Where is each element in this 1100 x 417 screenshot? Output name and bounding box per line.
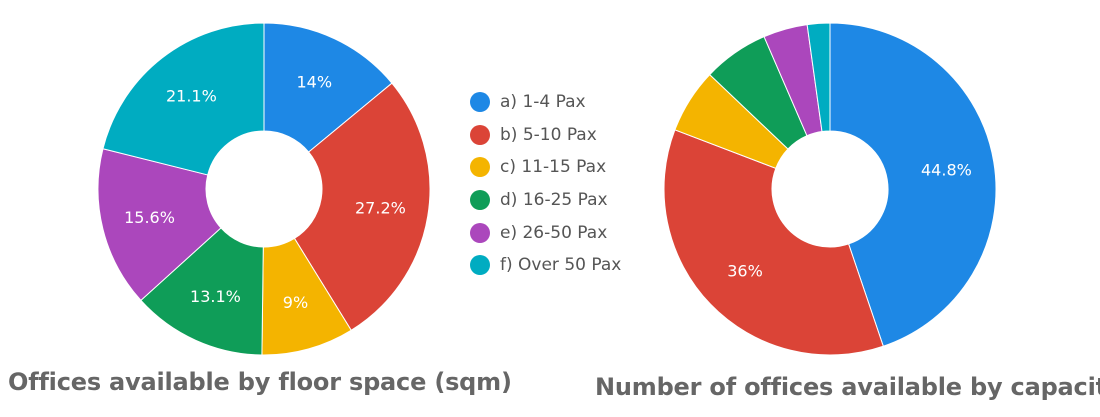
pie-right-slice-5-10-pax	[663, 129, 884, 356]
legend-label-11-15-pax: c) 11-15 Pax	[500, 157, 607, 178]
pie-left-slice-over-50-pax	[102, 22, 265, 176]
pie-right-slice-over-50-pax	[806, 22, 831, 133]
floor-space-donut-chart: 14% 27.2% 9% 13.1% 15.6% 21.1%	[97, 22, 431, 356]
legend-swatch-over-50-pax	[470, 255, 490, 276]
pie-left-slice-26-50-pax	[97, 148, 222, 302]
legend-item-1-4-pax: a) 1-4 Pax	[470, 86, 640, 119]
pie-left-slice-5-10-pax	[293, 82, 431, 331]
pie-left-data-label-over-50-pax: 21.1%	[166, 86, 217, 105]
pie-right-slice-1-4-pax	[829, 22, 997, 347]
legend-label-over-50-pax: f) Over 50 Pax	[500, 255, 622, 276]
pie-left-data-label-11-15-pax: 9%	[283, 293, 308, 312]
legend-item-over-50-pax: f) Over 50 Pax	[470, 249, 640, 282]
legend-swatch-5-10-pax	[470, 124, 490, 145]
legend-swatch-11-15-pax	[470, 157, 490, 178]
pie-left-data-label-1-4-pax: 14%	[296, 73, 332, 92]
legend-label-26-50-pax: e) 26-50 Pax	[500, 222, 608, 243]
pie-left-slice-1-4-pax	[263, 22, 393, 153]
capacity-chart-title: Number of offices available by capacity	[595, 373, 1100, 401]
legend-label-16-25-pax: d) 16-25 Pax	[500, 190, 608, 211]
pie-right-data-label-5-10-pax: 36%	[727, 261, 763, 280]
legend-swatch-1-4-pax	[470, 92, 490, 113]
chart-legend: a) 1-4 Pax b) 5-10 Pax c) 11-15 Pax d) 1…	[470, 86, 640, 282]
legend-swatch-26-50-pax	[470, 222, 490, 243]
legend-label-1-4-pax: a) 1-4 Pax	[500, 92, 586, 113]
legend-label-5-10-pax: b) 5-10 Pax	[500, 124, 597, 145]
pie-left-data-label-26-50-pax: 15.6%	[124, 208, 175, 227]
legend-item-16-25-pax: d) 16-25 Pax	[470, 184, 640, 217]
capacity-donut-chart: 44.8% 36%	[663, 22, 997, 356]
legend-item-11-15-pax: c) 11-15 Pax	[470, 151, 640, 184]
pie-left-data-label-5-10-pax: 27.2%	[355, 199, 406, 218]
pie-right-data-label-1-4-pax: 44.8%	[921, 160, 972, 179]
floor-space-chart-title: Offices available by floor space (sqm)	[8, 368, 512, 396]
pie-left-data-label-16-25-pax: 13.1%	[190, 287, 241, 306]
legend-item-26-50-pax: e) 26-50 Pax	[470, 216, 640, 249]
legend-swatch-16-25-pax	[470, 190, 490, 211]
legend-item-5-10-pax: b) 5-10 Pax	[470, 119, 640, 152]
pie-left-slice-16-25-pax	[140, 227, 264, 356]
